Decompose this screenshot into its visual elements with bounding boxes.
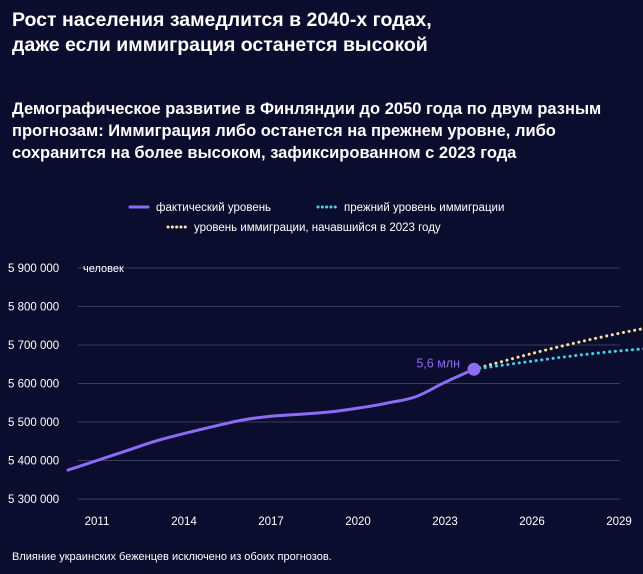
series-line-actual bbox=[66, 367, 476, 472]
x-tick-label: 2014 bbox=[171, 516, 197, 528]
x-tick-label: 2023 bbox=[432, 516, 458, 528]
y-tick-label: 5 300 000 bbox=[8, 494, 59, 506]
y-axis-label: человек bbox=[83, 263, 124, 275]
y-tick-label: 5 600 000 bbox=[8, 379, 59, 391]
series-line-high bbox=[472, 327, 643, 371]
data-label-actual: 5,6 млн bbox=[416, 356, 460, 370]
x-tick-label: 2011 bbox=[85, 516, 110, 528]
gridlines bbox=[78, 267, 620, 500]
x-tick-label: 2029 bbox=[606, 516, 632, 528]
y-tick-label: 5 500 000 bbox=[8, 417, 59, 429]
y-tick-label: 5 800 000 bbox=[8, 302, 59, 314]
series-lines bbox=[66, 327, 643, 472]
y-axis: 5 300 000 5 400 000 5 500 000 5 600 000 5 70… bbox=[8, 263, 124, 506]
legend: фактический уровень прежний уровень иммиг… bbox=[128, 202, 504, 234]
series-line-previous bbox=[472, 347, 643, 371]
x-tick-label: 2020 bbox=[345, 516, 371, 528]
x-tick-label: 2026 bbox=[519, 516, 545, 528]
end-marker-actual bbox=[467, 362, 481, 376]
legend-label-high: уровень иммиграции, начавшийся в 2023 го… bbox=[194, 222, 441, 234]
legend-label-actual: фактический уровень bbox=[156, 202, 271, 214]
series-markers bbox=[467, 362, 481, 376]
y-tick-label: 5 900 000 bbox=[8, 263, 59, 275]
data-labels: 5,6 млн5,8 млн5,6 млн bbox=[416, 356, 460, 370]
legend-label-previous: прежний уровень иммиграции bbox=[344, 202, 504, 214]
footnote: Влияние украинских беженцев исключено из… bbox=[12, 551, 332, 563]
chart-title: Рост населения замедлится в 2040-х годах… bbox=[12, 9, 432, 56]
chart-subtitle: Демографическое развитие в Финляндии до … bbox=[12, 100, 602, 162]
x-tick-label: 2017 bbox=[258, 516, 284, 528]
y-tick-label: 5 400 000 bbox=[8, 456, 59, 468]
x-axis: 2011201420172020202320262029203220352038… bbox=[85, 516, 632, 528]
y-tick-label: 5 700 000 bbox=[8, 340, 59, 352]
